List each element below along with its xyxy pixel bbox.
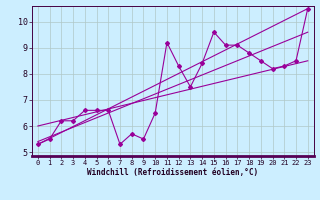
X-axis label: Windchill (Refroidissement éolien,°C): Windchill (Refroidissement éolien,°C) <box>87 168 258 177</box>
